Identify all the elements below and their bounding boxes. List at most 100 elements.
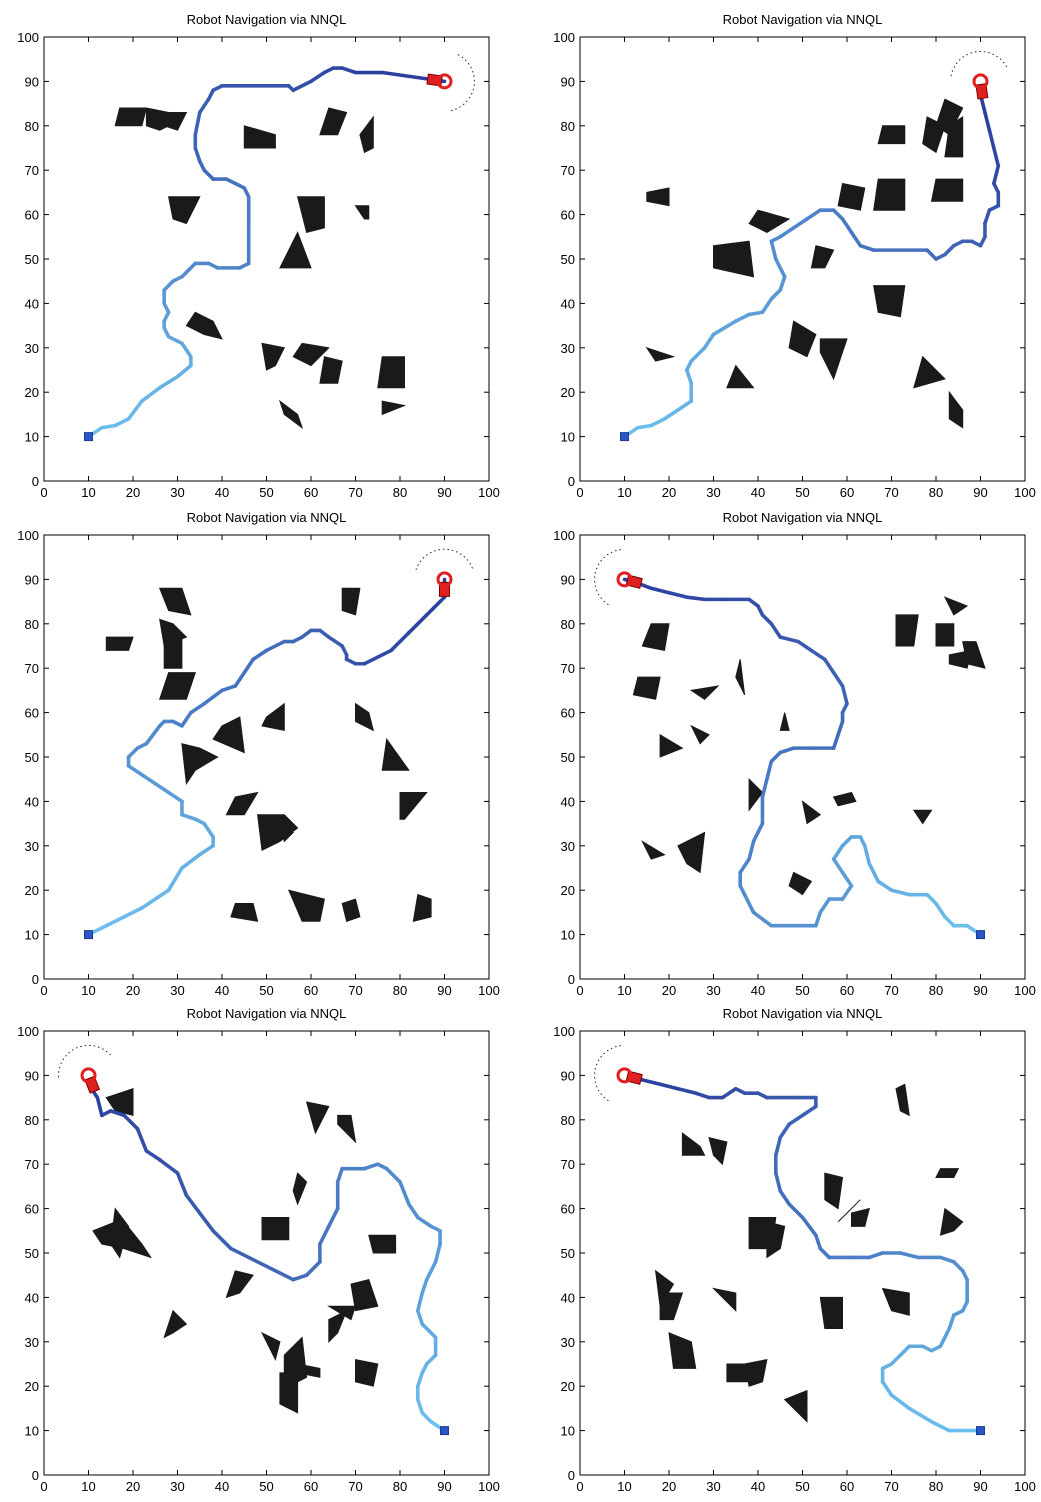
path-segment (180, 852, 202, 870)
y-tick-label: 60 (561, 208, 575, 223)
x-tick-label: 50 (795, 983, 809, 998)
obstacle (939, 1207, 964, 1236)
path-segment (849, 230, 863, 248)
path-segment (122, 906, 144, 919)
y-tick-label: 90 (561, 1068, 575, 1083)
path-segment (166, 866, 184, 893)
path-segment (751, 910, 774, 928)
path-segment (992, 146, 1001, 168)
path-segment (720, 1086, 738, 1100)
path-segment (831, 670, 845, 688)
y-tick-label: 50 (25, 1246, 39, 1261)
path-segment (800, 1104, 818, 1118)
obstacle (824, 1172, 844, 1210)
path-segment (925, 892, 938, 906)
y-tick-label: 10 (25, 1424, 39, 1439)
obstacle (659, 733, 684, 758)
x-tick-label: 10 (81, 485, 95, 500)
obstacle (368, 1234, 397, 1254)
obstacle (748, 209, 791, 233)
path-segment (175, 363, 193, 379)
y-tick-label: 0 (32, 1468, 39, 1483)
y-tick-label: 40 (561, 794, 575, 809)
y-tick-label: 80 (561, 1113, 575, 1128)
x-tick-label: 90 (437, 1479, 451, 1494)
path-segment (415, 1215, 433, 1229)
y-tick-label: 30 (561, 1335, 575, 1350)
start-marker (440, 1426, 449, 1436)
path-segment (304, 1260, 322, 1277)
path-segment (166, 790, 184, 804)
x-tick-label: 10 (617, 1479, 631, 1494)
path-segment (889, 1393, 912, 1411)
chart-panel-6: Robot Navigation via NNQL 0 10 20 30 40 50 60 70… (553, 1006, 1036, 1494)
path-segment (649, 417, 667, 428)
x-tick-label: 10 (617, 485, 631, 500)
x-tick-label: 20 (662, 1479, 676, 1494)
path-segment (796, 639, 814, 653)
obstacle (381, 737, 410, 771)
obstacle (735, 659, 746, 696)
path-segment (867, 1251, 885, 1260)
path-segment (814, 910, 823, 928)
path-segment (943, 915, 956, 928)
y-tick-label: 60 (561, 1202, 575, 1217)
obstacle (296, 196, 325, 234)
path-segment (140, 772, 158, 786)
path-segment (760, 613, 774, 626)
path-segment (831, 208, 845, 221)
x-tick-label: 0 (40, 983, 47, 998)
x-tick-label: 30 (706, 983, 720, 998)
path-segment (778, 635, 800, 644)
obstacle (230, 903, 259, 922)
path-segment (184, 261, 198, 275)
chart-panel-5: Robot Navigation via NNQL 0 10 20 30 40 50 60 70… (17, 1006, 500, 1494)
obstacle (819, 1296, 843, 1329)
path-segment (684, 595, 707, 602)
path-segment (420, 1322, 438, 1340)
path-segment (862, 843, 872, 866)
obstacle (744, 1358, 768, 1387)
obstacle (689, 685, 720, 700)
path-segment (778, 1122, 791, 1140)
path-segment (778, 274, 787, 292)
x-tick-label: 20 (126, 983, 140, 998)
path-segment (197, 97, 211, 115)
y-tick-label: 20 (25, 1379, 39, 1394)
obstacle (185, 311, 223, 340)
start-marker (84, 432, 93, 442)
path-segment (733, 312, 751, 323)
obstacle (632, 676, 661, 700)
path-segment (166, 334, 184, 346)
obstacle (359, 115, 374, 154)
y-tick-label: 70 (25, 661, 39, 676)
chart-title: Robot Navigation via NNQL (723, 1006, 883, 1021)
path-segment (831, 732, 840, 750)
obstacle (851, 1207, 870, 1227)
obstacle (895, 614, 919, 647)
y-tick-label: 100 (553, 30, 575, 45)
path-segment (769, 288, 783, 301)
x-tick-label: 20 (126, 1479, 140, 1494)
obstacle (292, 1172, 308, 1206)
path-segment (747, 310, 765, 317)
y-tick-label: 90 (561, 74, 575, 89)
path-segment (318, 1224, 331, 1246)
path-segment (773, 257, 787, 279)
x-tick-label: 50 (259, 485, 273, 500)
y-tick-label: 70 (561, 1157, 575, 1172)
path-segment (778, 226, 796, 239)
x-tick-label: 80 (929, 983, 943, 998)
path-segment (636, 423, 654, 430)
goal-marker (616, 571, 633, 588)
y-tick-label: 100 (17, 30, 39, 45)
x-tick-label: 100 (478, 983, 500, 998)
path-segment (880, 1379, 894, 1397)
path-segment (711, 319, 738, 337)
path-segment (667, 590, 689, 599)
x-tick-label: 50 (259, 1479, 273, 1494)
obstacle (261, 1217, 290, 1241)
y-tick-label: 80 (25, 119, 39, 134)
x-tick-label: 20 (662, 485, 676, 500)
obstacle (819, 338, 848, 381)
